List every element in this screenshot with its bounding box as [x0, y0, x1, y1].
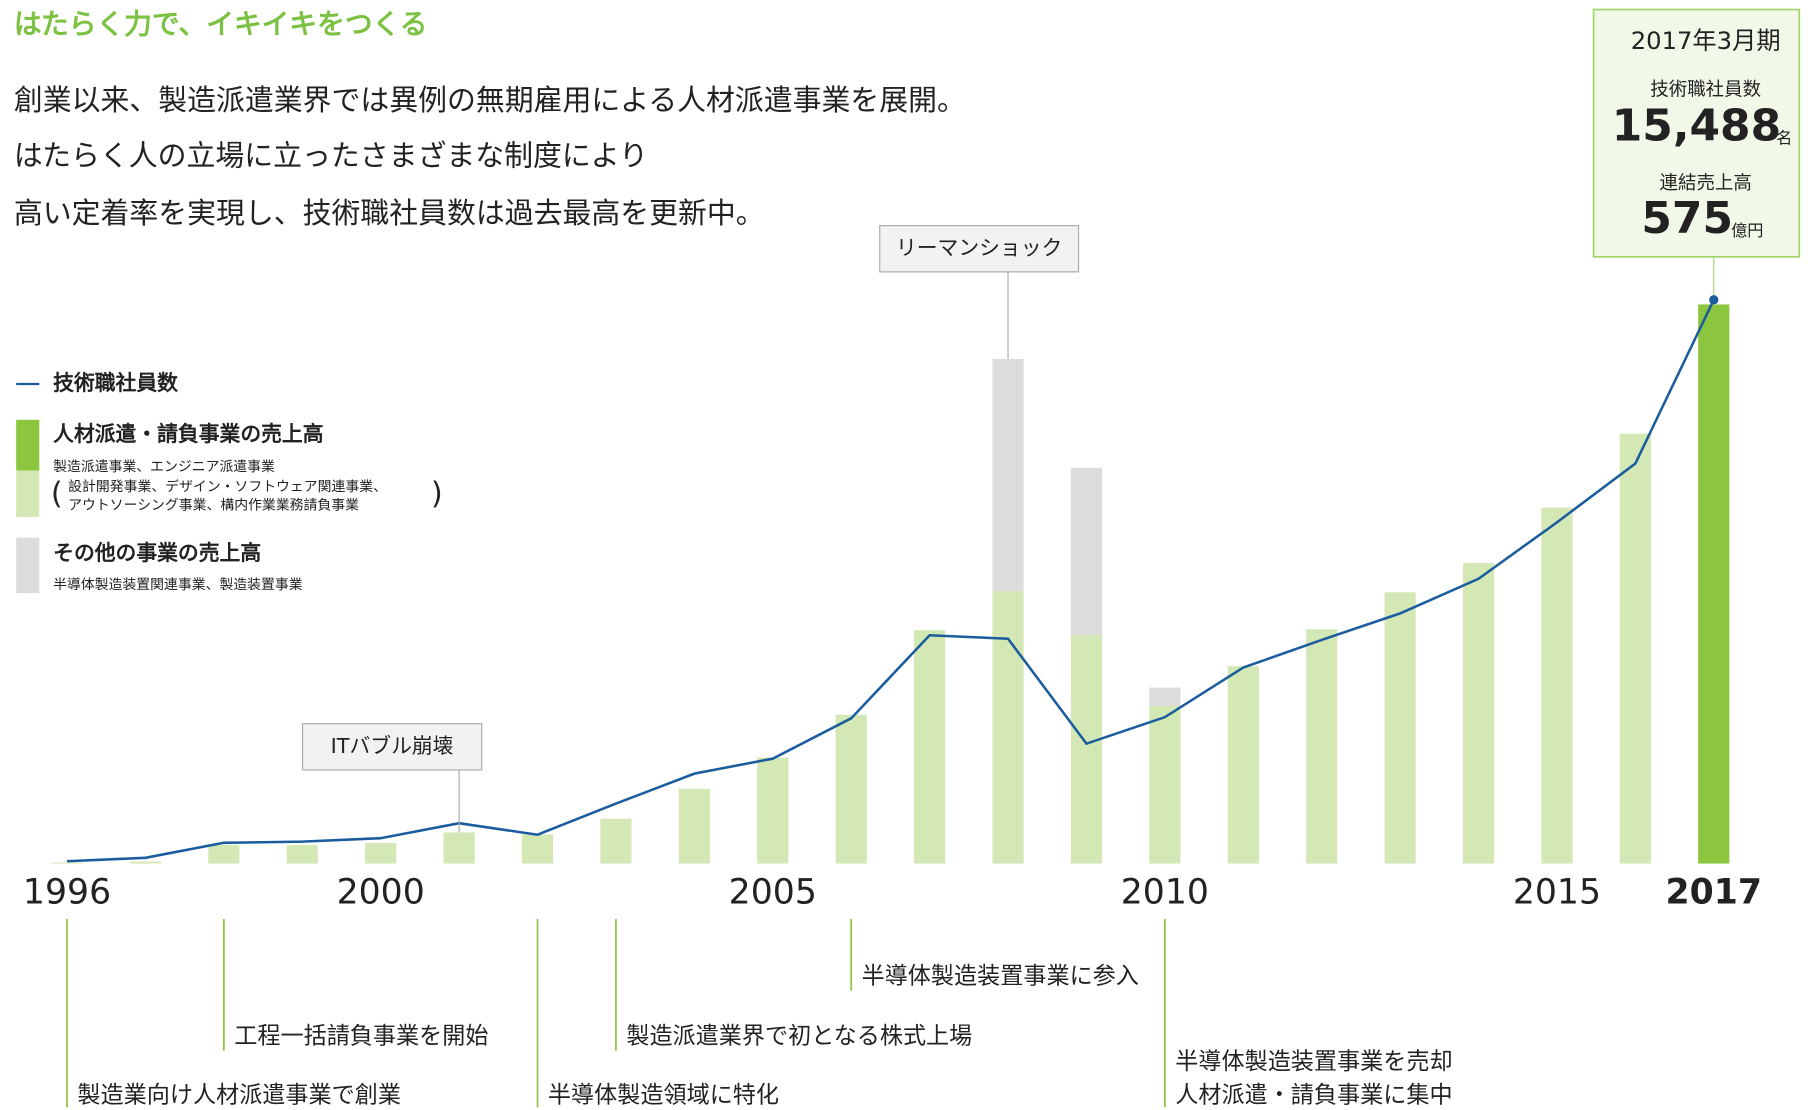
highlight-unit: 名	[1776, 128, 1792, 147]
bar	[51, 862, 83, 864]
line	[66, 299, 1715, 863]
bar	[129, 861, 162, 864]
bar	[443, 832, 475, 864]
body-line: 創業以来、製造派遣業界では異例の無期雇用による人材派遣事業を展開。	[14, 83, 966, 117]
line-end-point	[1709, 295, 1719, 305]
bar	[1306, 629, 1338, 864]
bar	[992, 591, 1024, 864]
bar	[992, 358, 1024, 592]
legend-swatch	[16, 470, 40, 517]
bar	[914, 630, 946, 864]
body-line: 高い定着率を実現し、技術職社員数は過去最高を更新中。	[14, 196, 765, 230]
bar	[208, 845, 240, 864]
title: はたらく力で、イキイキをつくる	[14, 8, 428, 41]
legend-desc: 半導体製造装置関連事業、製造装置事業	[53, 577, 303, 593]
bar	[1149, 706, 1181, 864]
bar	[365, 843, 397, 864]
highlight-value: 575	[1641, 193, 1733, 244]
bar	[521, 834, 554, 864]
legend-desc: 設計開発事業、デザイン・ソフトウェア関連事業、	[68, 478, 387, 495]
bar	[1227, 666, 1259, 864]
event-label: 製造派遣業界で初となる株式上場	[626, 1023, 972, 1049]
callout-label: リーマンショック	[896, 236, 1062, 260]
callout-box	[301, 723, 483, 771]
highlight-box	[1592, 8, 1801, 258]
highlight-unit: 億円	[1731, 221, 1763, 240]
highlight-period: 2017年3月期	[1631, 26, 1781, 55]
bar	[678, 788, 710, 864]
legend-desc: アウトソーシング事業、構内作業業務請負事業	[68, 497, 359, 513]
body-line: はたらく人の立場に立ったさまざまな制度により	[14, 138, 648, 172]
x-tick-label: 2005	[729, 873, 817, 913]
paren: (	[51, 476, 63, 511]
callout-box	[879, 225, 1080, 273]
bar	[1149, 687, 1181, 707]
bar	[286, 845, 318, 864]
legend-label: 技術職社員数	[53, 371, 178, 395]
x-tick-label: 1996	[23, 873, 111, 913]
x-tick-label: 2000	[337, 873, 425, 913]
callout-label: ITバブル崩壊	[331, 734, 454, 758]
event-label: 半導体製造領域に特化	[548, 1082, 779, 1108]
bar	[1619, 433, 1651, 864]
x-tick-label: 2017	[1666, 873, 1762, 913]
highlight-label: 技術職社員数	[1650, 79, 1761, 100]
legend-swatch	[16, 419, 40, 471]
bar	[1462, 563, 1495, 864]
event-label: 工程一括請負事業を開始	[234, 1023, 488, 1049]
legend-label: その他の事業の売上高	[53, 541, 261, 565]
bar	[1541, 507, 1573, 864]
paren: )	[431, 476, 443, 511]
bar	[1070, 635, 1103, 864]
bar	[600, 818, 632, 864]
bar	[835, 714, 867, 864]
legend-swatch	[16, 537, 40, 594]
x-tick-label: 2015	[1513, 873, 1601, 913]
bar	[757, 757, 789, 864]
bar	[1698, 304, 1730, 864]
event-label: 半導体製造装置事業に参入	[862, 963, 1139, 989]
x-tick-label: 2010	[1121, 873, 1209, 913]
legend-desc: 製造派遣事業、エンジニア派遣事業	[53, 459, 275, 475]
legend-label: 人材派遣・請負事業の売上高	[53, 422, 323, 446]
bar	[1070, 467, 1103, 636]
event-label: 製造業向け人材派遣事業で創業	[77, 1082, 401, 1108]
highlight-value: 15,488	[1612, 101, 1781, 152]
highlight-label: 連結売上高	[1660, 173, 1752, 194]
bar	[1384, 592, 1416, 864]
event-label: 人材派遣・請負事業に集中	[1175, 1082, 1452, 1108]
event-label: 半導体製造装置事業を売却	[1175, 1049, 1452, 1075]
